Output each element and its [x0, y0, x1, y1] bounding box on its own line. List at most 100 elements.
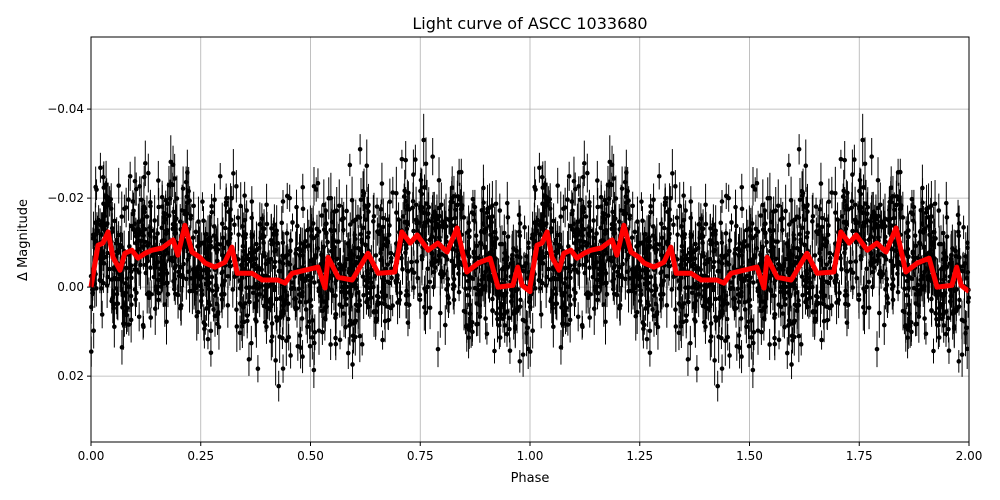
data-point: [836, 281, 841, 319]
data-point: [421, 113, 426, 167]
data-point: [273, 335, 278, 386]
data-point: [530, 312, 535, 349]
data-point: [961, 215, 966, 240]
data-point: [716, 310, 721, 363]
data-point: [718, 206, 724, 240]
data-point: [520, 332, 526, 377]
data-point: [848, 247, 854, 293]
data-point: [397, 281, 402, 319]
data-point: [623, 258, 628, 300]
data-point: [796, 134, 802, 165]
data-point: [264, 211, 270, 237]
x-tick-label: 1.00: [517, 449, 544, 463]
data-point: [616, 204, 622, 240]
data-point: [316, 210, 322, 253]
data-point: [446, 293, 452, 314]
data-point: [284, 182, 290, 210]
data-point: [555, 221, 560, 249]
data-point: [126, 313, 132, 336]
data-point: [551, 203, 556, 239]
data-point: [656, 162, 662, 190]
x-tick-label: 0.50: [297, 449, 324, 463]
data-point: [580, 316, 585, 338]
data-point: [632, 221, 638, 243]
data-point: [350, 349, 355, 380]
data-point: [708, 321, 713, 361]
data-point: [319, 204, 325, 227]
data-point: [829, 176, 835, 209]
data-point: [750, 166, 756, 206]
data-point: [91, 312, 96, 349]
data-point: [538, 300, 544, 329]
data-point: [280, 190, 286, 213]
data-point: [719, 247, 725, 280]
data-point: [676, 315, 682, 351]
data-point: [773, 186, 779, 235]
data-point: [648, 193, 653, 219]
data-point: [228, 251, 233, 281]
data-point: [311, 166, 317, 206]
data-point: [116, 221, 121, 249]
data-point: [156, 290, 161, 310]
data-point: [249, 186, 255, 217]
data-point: [441, 263, 447, 284]
data-point: [644, 329, 650, 350]
data-point: [895, 283, 901, 302]
data-point: [390, 176, 396, 209]
data-point: [375, 284, 381, 325]
data-point: [208, 321, 214, 341]
data-point: [128, 212, 134, 241]
data-point: [492, 338, 497, 364]
data-point: [814, 284, 820, 325]
data-point: [438, 288, 443, 338]
data-point: [719, 190, 725, 213]
data-point: [796, 310, 802, 363]
data-point: [358, 177, 364, 222]
data-point: [209, 193, 214, 219]
data-point: [923, 200, 929, 225]
data-point: [152, 195, 157, 246]
data-point: [615, 259, 621, 293]
data-point: [378, 199, 384, 220]
data-point: [561, 194, 566, 223]
data-point: [336, 179, 342, 233]
data-point: [225, 282, 231, 328]
data-point: [723, 182, 729, 210]
data-point: [141, 316, 146, 338]
data-point: [98, 152, 103, 183]
data-point: [174, 175, 180, 222]
data-point: [307, 325, 313, 367]
data-point: [296, 276, 302, 302]
data-point: [217, 162, 223, 190]
data-point: [328, 328, 333, 361]
data-point: [877, 288, 882, 338]
data-point: [255, 355, 261, 383]
data-point: [156, 160, 161, 201]
data-point: [456, 283, 462, 302]
data-point: [936, 193, 942, 228]
x-tick-label: 1.75: [846, 449, 873, 463]
data-point: [601, 282, 607, 327]
data-point: [647, 338, 653, 367]
data-point: [554, 243, 560, 263]
data-point: [159, 180, 165, 214]
data-point: [599, 245, 604, 288]
x-tick-label: 0.75: [407, 449, 434, 463]
data-point: [379, 162, 385, 205]
data-point: [287, 184, 292, 212]
data-point: [775, 179, 781, 233]
data-point: [476, 242, 482, 273]
data-point: [532, 166, 537, 208]
data-point: [380, 208, 386, 246]
data-point: [604, 182, 609, 225]
data-point: [237, 315, 243, 351]
data-point: [819, 330, 824, 350]
data-point: [461, 291, 467, 331]
data-point: [712, 335, 717, 386]
x-tick-label: 1.50: [736, 449, 763, 463]
data-point: [734, 206, 739, 246]
data-point: [290, 213, 295, 232]
data-point: [917, 229, 922, 257]
data-point: [565, 313, 571, 336]
data-point: [591, 195, 596, 246]
